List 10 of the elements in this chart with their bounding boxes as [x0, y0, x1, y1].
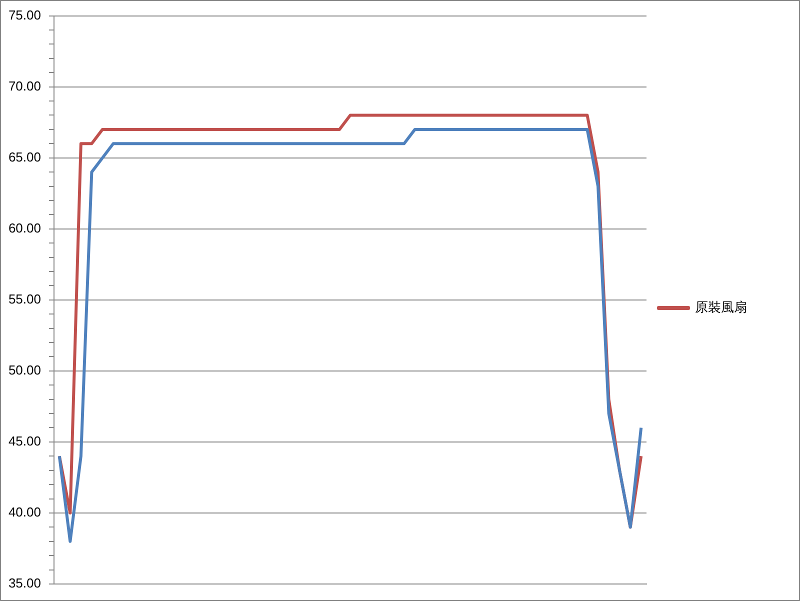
y-tick-label: 70.00 — [8, 78, 41, 94]
y-tick-label: 45.00 — [8, 434, 41, 449]
y-tick-label: 65.00 — [8, 149, 41, 164]
y-tick-label: 60.00 — [8, 220, 41, 236]
y-tick-label: 75.00 — [8, 7, 41, 22]
y-tick-label: 50.00 — [8, 362, 41, 378]
y-tick-label: 55.00 — [8, 291, 41, 306]
y-tick-label: 35.00 — [8, 576, 41, 591]
y-tick-label: 40.00 — [8, 504, 41, 520]
legend-label: 原裝風扇 — [695, 300, 747, 315]
